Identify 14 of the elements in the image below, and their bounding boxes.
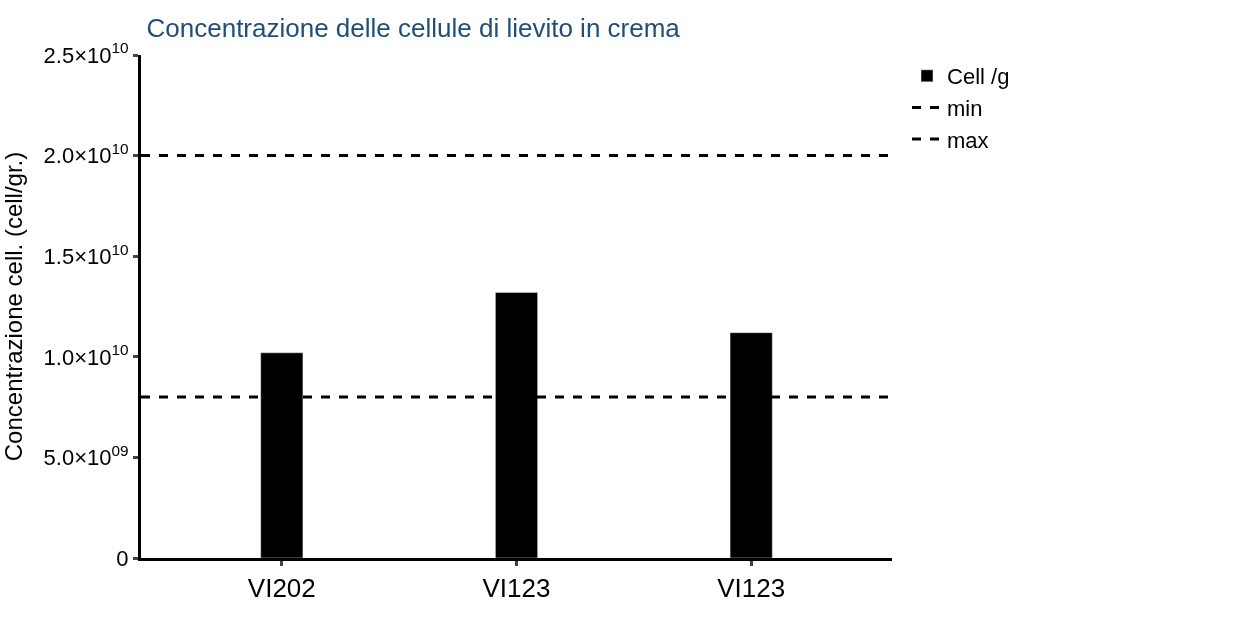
y-tick-label: 2.0×10$^{10}$ [43, 140, 129, 169]
y-tick-label: 1.5×10$^{10}$ [43, 240, 129, 269]
y-tick-label: 2.5×10$^{10}$ [43, 39, 129, 68]
legend-label: Cell /g [947, 64, 1010, 90]
y-tick-label: 0 [116, 545, 129, 571]
y-tick-label: 5.0×10$^{09}$ [43, 441, 129, 471]
legend-label: min [947, 95, 983, 121]
y-axis-title: Concentrazione cell. (cell/gr.) [0, 151, 27, 462]
y-tick-label: 1.0×10$^{10}$ [43, 341, 129, 370]
x-tick-label: VI123 [482, 573, 551, 604]
x-tick-label: VI123 [717, 573, 786, 604]
chart-title: Concentrazione delle cellule di lievito in crema [146, 12, 681, 43]
x-tick-label: VI202 [247, 573, 316, 604]
ref-line-label: max [947, 127, 989, 153]
